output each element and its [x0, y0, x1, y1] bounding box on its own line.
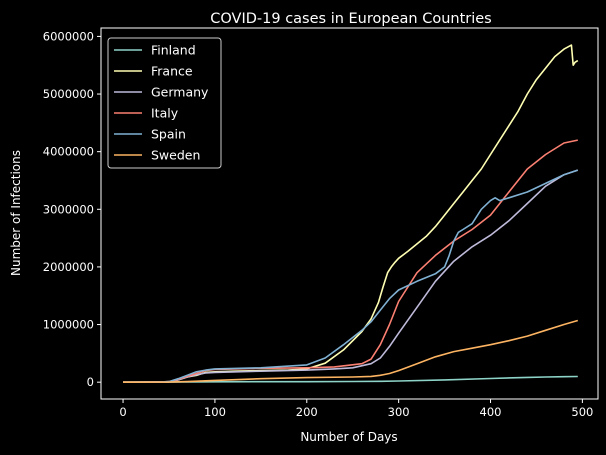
chart-title: COVID-19 cases in European Countries: [210, 11, 491, 27]
x-axis-label: Number of Days: [300, 430, 397, 444]
y-tick-label: 1000000: [43, 318, 94, 332]
legend-label-spain: Spain: [151, 127, 186, 142]
x-tick-label: 200: [296, 405, 318, 419]
y-tick-label: 0: [87, 375, 94, 389]
legend-label-italy: Italy: [151, 106, 179, 121]
y-tick-label: 4000000: [43, 145, 94, 159]
y-tick-label: 2000000: [43, 260, 94, 274]
series-layer: [122, 44, 579, 383]
legend-label-finland: Finland: [151, 43, 196, 58]
series-line-spain: [122, 169, 579, 383]
x-tick-label: 300: [388, 405, 410, 419]
legend-label-germany: Germany: [151, 85, 209, 100]
y-tick-label: 3000000: [43, 202, 94, 216]
series-line-italy: [122, 139, 578, 383]
y-axis-label: Number of Infections: [9, 150, 23, 276]
series-line-germany: [122, 169, 579, 383]
x-axis: 0 100 200 300 400 500: [119, 399, 593, 419]
plot-frame: [100, 27, 599, 400]
y-tick-label: 6000000: [43, 29, 94, 43]
legend-label-sweden: Sweden: [151, 148, 200, 163]
x-tick-label: 400: [480, 405, 502, 419]
x-tick-label: 500: [571, 405, 593, 419]
x-tick-label: 100: [204, 405, 226, 419]
series-line-finland: [122, 375, 578, 383]
x-tick-label: 0: [119, 405, 126, 419]
legend-label-france: France: [151, 64, 193, 79]
legend: Finland France Germany Italy Spain Sweden: [107, 37, 222, 169]
y-tick-label: 5000000: [43, 87, 94, 101]
y-axis: 0 1000000 2000000 3000000 4000000 5000000 6000…: [43, 29, 101, 389]
series-line-sweden: [122, 319, 579, 383]
